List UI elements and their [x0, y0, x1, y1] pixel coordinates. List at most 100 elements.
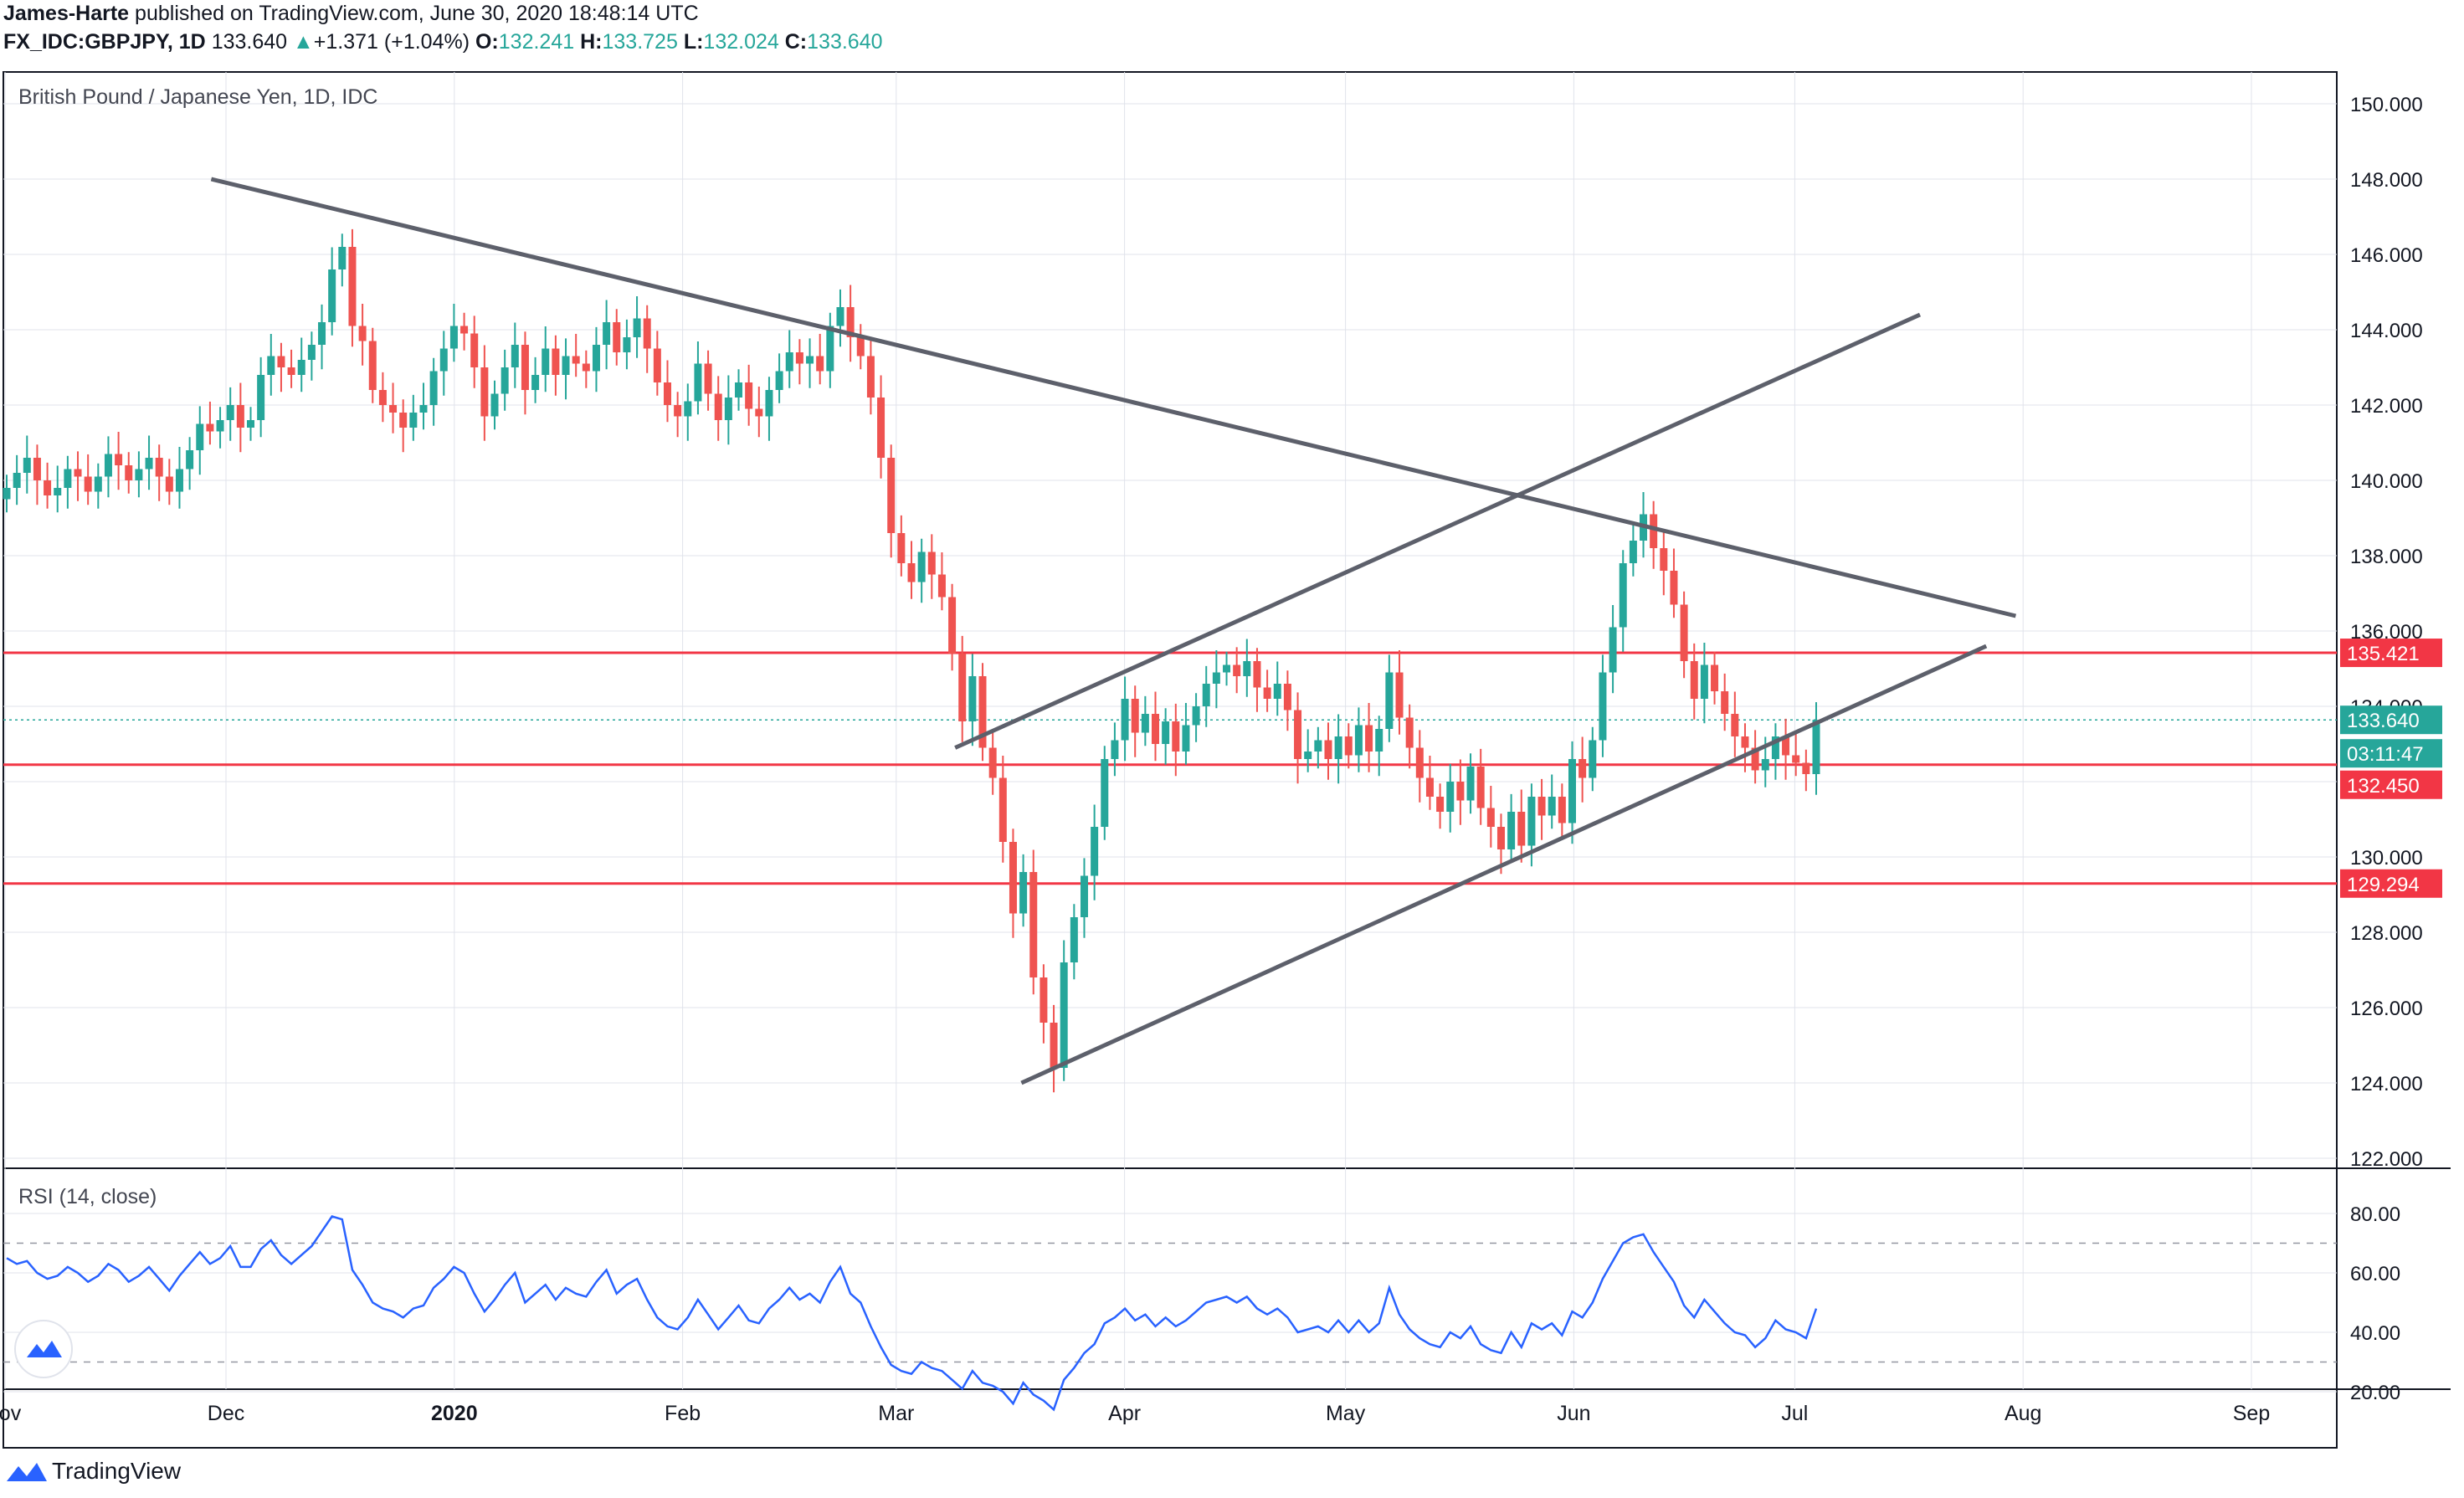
price-tick-label: 140.000: [2350, 470, 2423, 493]
tradingview-logo-icon: [27, 1341, 62, 1357]
candles: [3, 228, 1820, 1093]
price-label-box: [2340, 639, 2442, 668]
time-tick-label: Mar: [878, 1402, 914, 1425]
rsi-tick-label: 60.00: [2350, 1263, 2400, 1285]
candle-body: [348, 247, 357, 326]
candle-body: [1354, 725, 1363, 756]
time-tick-label: Apr: [1108, 1402, 1141, 1425]
time-tick-label: Feb: [665, 1402, 701, 1425]
candle-body: [1080, 875, 1088, 917]
candle-body: [145, 458, 153, 469]
candle-body: [94, 476, 102, 492]
candle-body: [1782, 736, 1790, 756]
publish-line: James-Harte published on TradingView.com…: [3, 2, 699, 26]
candle-body: [378, 390, 387, 405]
footer: TradingView: [0, 1454, 502, 1491]
candle-body: [389, 405, 398, 413]
candle-body: [603, 322, 611, 345]
symbol-label[interactable]: FX_IDC:GBPJPY, 1D: [3, 30, 206, 54]
candle-body: [653, 348, 661, 382]
candle-body: [592, 345, 600, 372]
candle-body: [1609, 627, 1617, 673]
candle-body: [64, 469, 72, 488]
candle-body: [1415, 747, 1424, 778]
candle-body: [1223, 664, 1231, 673]
symbol-line: FX_IDC:GBPJPY, 1D 133.640 ▲+1.371 (+1.04…: [3, 30, 883, 54]
change-up-icon: ▲: [293, 30, 314, 54]
candle-body: [877, 398, 886, 458]
candle-body: [490, 393, 499, 417]
time-axis[interactable]: ov Dec 2020 Feb Mar Apr May Jun Jul Aug Sep: [0, 1402, 2270, 1425]
candle-body: [1425, 777, 1434, 797]
candle-body: [1182, 725, 1190, 752]
candle-body: [84, 476, 92, 492]
time-tick-label: Sep: [2233, 1402, 2270, 1425]
candle-body: [1233, 664, 1241, 676]
candle-body: [267, 356, 275, 375]
rsi-tick-label: 40.00: [2350, 1322, 2400, 1345]
price-label: 133.640: [2347, 710, 2420, 732]
candle-body: [1629, 541, 1637, 563]
high-label: H:: [580, 30, 603, 54]
candle-body: [307, 345, 316, 360]
candle-body: [257, 375, 265, 420]
candle-body: [226, 405, 234, 420]
candle-body: [1446, 782, 1455, 812]
trendlines: [210, 177, 2016, 1085]
candle-body: [1334, 736, 1342, 759]
candle-body: [1172, 721, 1180, 752]
candle-body: [104, 454, 112, 477]
candle-body: [684, 401, 692, 417]
price-tick-label: 130.000: [2350, 847, 2423, 870]
candle-body: [1141, 714, 1149, 733]
price-axis[interactable]: 80.00 60.00 40.00 20.00 150.000 148.000 146.00…: [2350, 94, 2423, 1404]
candle-body: [1294, 710, 1302, 759]
candle-body: [155, 458, 163, 477]
price-tick-label: 138.000: [2350, 546, 2423, 568]
candle-body: [368, 341, 377, 390]
candle-body: [165, 476, 173, 492]
price-label-box: [2340, 739, 2442, 768]
author-name[interactable]: James-Harte: [3, 2, 130, 25]
candle-body: [1101, 759, 1109, 827]
tradingview-logo-badge[interactable]: [14, 1320, 73, 1378]
candle-body: [429, 371, 438, 405]
candle-body: [1273, 684, 1281, 699]
candle-body: [988, 747, 997, 778]
trendline: [210, 177, 2016, 618]
candle-body: [460, 326, 469, 334]
candle-body: [1517, 812, 1526, 846]
candle-body: [643, 318, 651, 349]
close-value: 133.640: [807, 30, 883, 54]
tradingview-brand-icon: [7, 1463, 47, 1481]
candle-body: [927, 551, 936, 575]
candle-body: [1111, 740, 1119, 759]
price-chart[interactable]: 80.00 60.00 40.00 20.00 150.000 148.000 146.00…: [0, 59, 2464, 1454]
candle-body: [1711, 664, 1719, 691]
candle-body: [1599, 672, 1607, 741]
candle-body: [399, 413, 408, 428]
candle-body: [1619, 563, 1627, 628]
rsi-label: RSI (14, close): [18, 1185, 157, 1208]
candle-body: [633, 318, 641, 337]
trendline: [1020, 644, 1988, 1085]
tradingview-brand[interactable]: TradingView: [52, 1458, 182, 1484]
candle-body: [836, 307, 844, 326]
candle-body: [1263, 687, 1271, 699]
candle-body: [1558, 797, 1566, 823]
candle-body: [735, 382, 743, 398]
candle-body: [449, 326, 458, 349]
candle-body: [1019, 872, 1028, 914]
last-price: 133.640: [211, 30, 288, 54]
close-label: C:: [784, 30, 808, 54]
candle-body: [1670, 571, 1678, 605]
candle-body: [501, 367, 509, 394]
candle-body: [1496, 827, 1505, 849]
candle-body: [806, 356, 814, 364]
price-label: 132.450: [2347, 775, 2420, 798]
price-tick-label: 150.000: [2350, 94, 2423, 116]
candle-body: [531, 375, 540, 390]
candle-body: [866, 356, 875, 398]
candle-body: [1040, 977, 1048, 1023]
price-label: 129.294: [2347, 874, 2420, 896]
